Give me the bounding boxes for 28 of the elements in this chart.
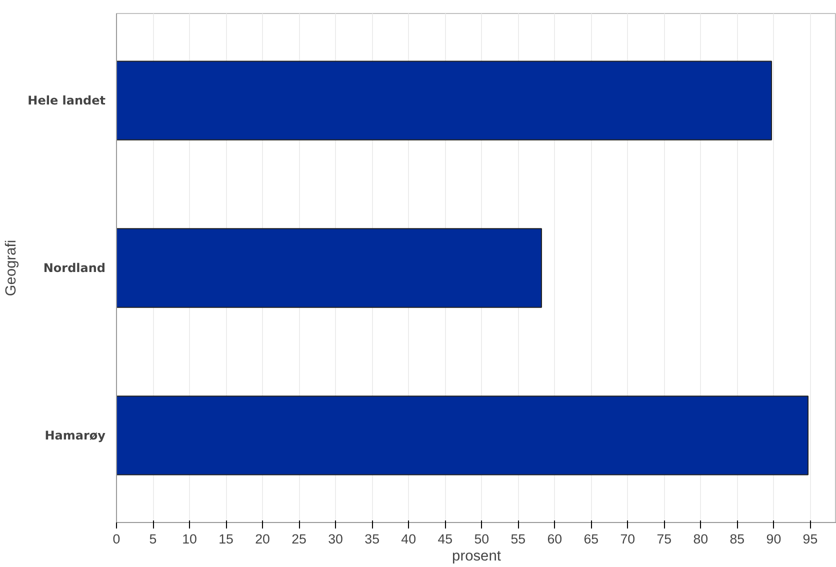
x-tick-label: 55 <box>510 532 526 546</box>
x-tick-label: 95 <box>802 532 818 546</box>
bar <box>116 228 542 308</box>
x-tick-label: 75 <box>656 532 672 546</box>
x-tick-label: 30 <box>328 532 343 546</box>
y-tick-label: Hamarøy <box>44 428 106 442</box>
y-tick-label: Hele landet <box>28 94 106 108</box>
y-tick-label: Nordland <box>43 261 106 275</box>
x-tick-label: 65 <box>584 532 599 546</box>
x-tick-label: 0 <box>112 532 120 546</box>
x-tick-label: 40 <box>401 532 416 546</box>
x-tick-label: 70 <box>620 532 636 546</box>
x-tick-label: 45 <box>438 532 453 546</box>
x-tick-label: 20 <box>255 532 270 546</box>
x-tick-label: 80 <box>693 532 708 546</box>
x-tick-label: 25 <box>292 532 306 546</box>
x-tick-label: 90 <box>766 532 782 546</box>
x-tick-label: 35 <box>364 532 380 546</box>
x-tick-label: 60 <box>547 532 562 546</box>
x-axis-title: prosent <box>452 548 501 564</box>
bar <box>116 60 772 140</box>
x-tick-label: 10 <box>182 532 197 546</box>
x-tick-label: 50 <box>474 532 490 546</box>
y-axis-title: Geografi <box>4 240 20 296</box>
x-tick-label: 5 <box>149 532 157 546</box>
bar <box>116 396 809 476</box>
x-tick-label: 15 <box>218 532 234 546</box>
x-tick-label: 85 <box>730 532 745 546</box>
